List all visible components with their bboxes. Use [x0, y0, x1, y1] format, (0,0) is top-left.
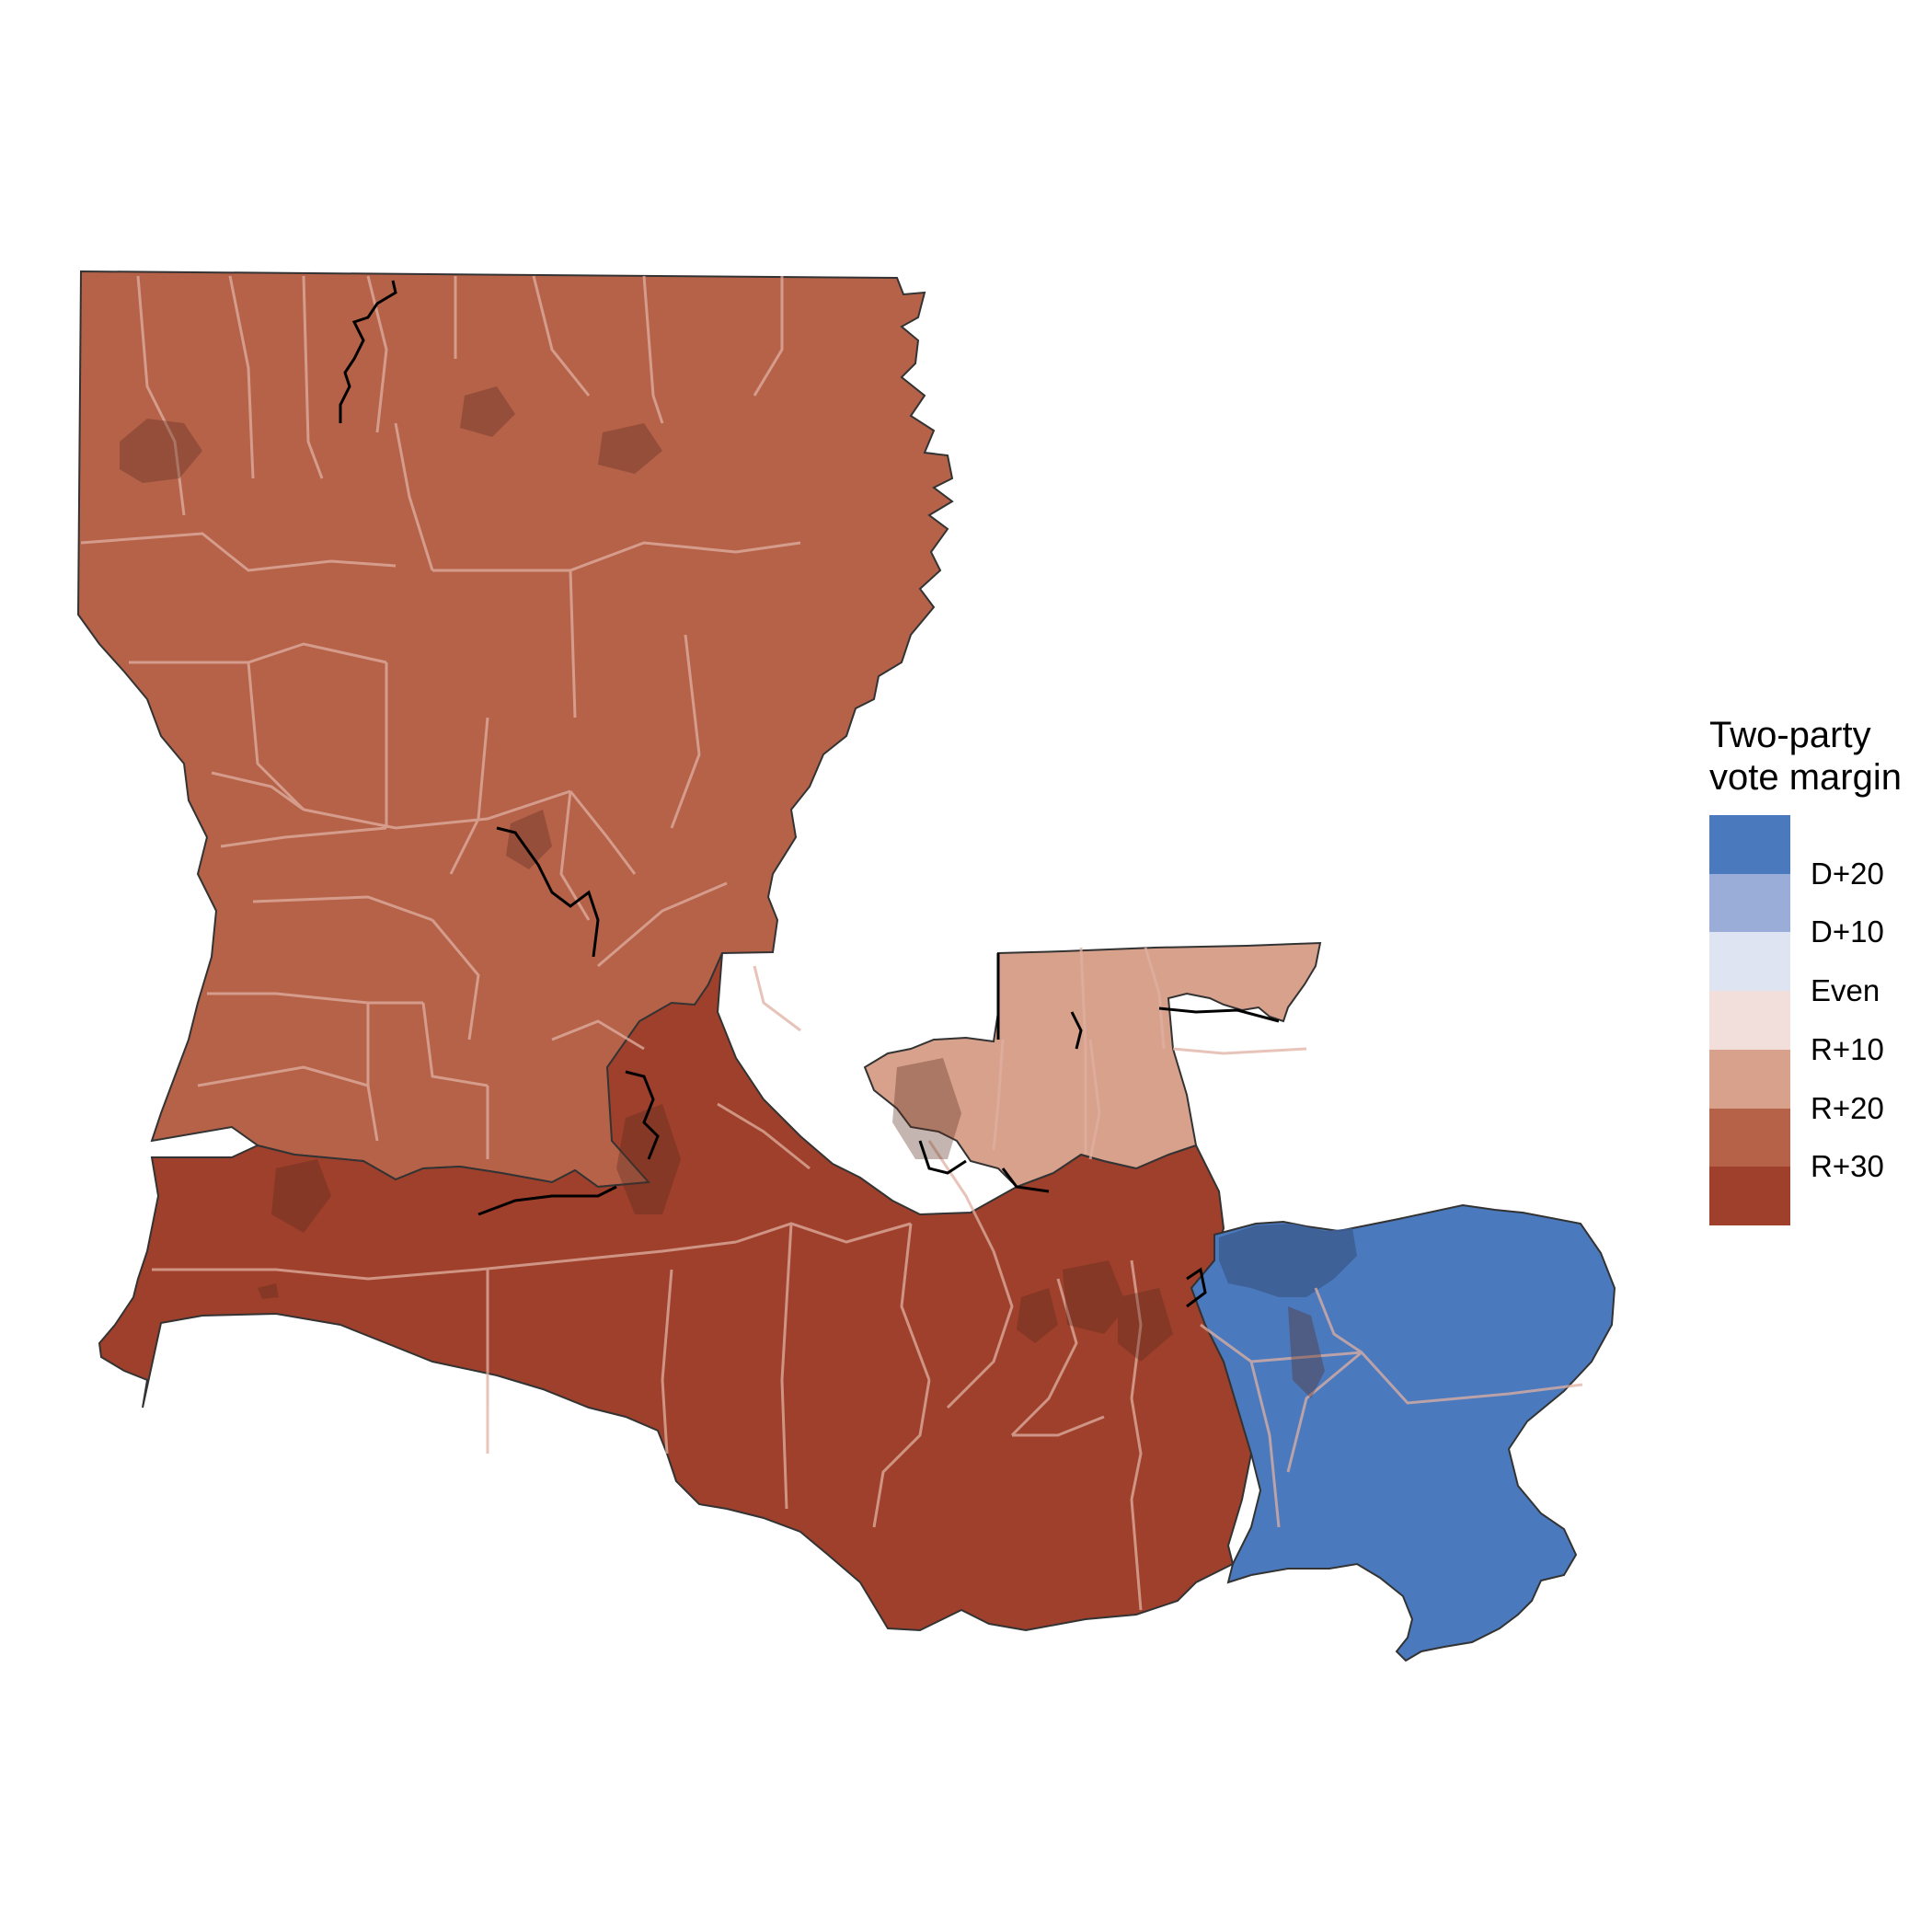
legend-swatch — [1709, 815, 1790, 874]
legend-swatch — [1709, 932, 1790, 992]
district-metro-core — [1219, 1224, 1357, 1297]
legend-swatch — [1709, 1108, 1790, 1167]
legend-swatch — [1709, 1167, 1790, 1225]
district-boundaries — [339, 280, 1280, 1308]
parish-borders — [80, 275, 1583, 1611]
legend-title: Two-party vote margin — [1709, 715, 1902, 798]
legend-label: R+10 — [1811, 1031, 1884, 1066]
legend-label: Even — [1811, 973, 1880, 1008]
district-north[interactable] — [76, 270, 954, 1189]
legend-label: R+30 — [1811, 1149, 1884, 1184]
legend-label: D+10 — [1811, 914, 1884, 949]
legend-label: R+20 — [1811, 1090, 1884, 1125]
legend-swatch — [1709, 873, 1790, 933]
legend: Two-party vote margin D+20 D+10 Even R+1… — [1709, 714, 1932, 1225]
legend-swatch — [1709, 991, 1790, 1050]
legend-swatch — [1709, 1049, 1790, 1109]
district-metro[interactable] — [1190, 1203, 1616, 1662]
legend-scale: D+20 D+10 Even R+10 R+20 R+30 — [1709, 815, 1932, 1225]
urban-areas — [120, 386, 1325, 1398]
legend-label: D+20 — [1811, 856, 1884, 891]
